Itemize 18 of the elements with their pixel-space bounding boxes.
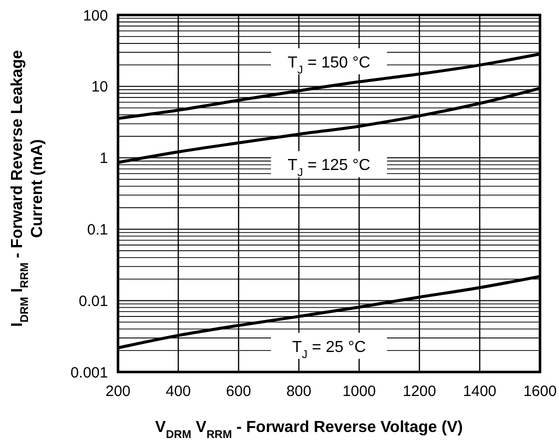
- x-axis-title: V$_{DRM}$ V$_{RRM}$ - Forward Reverse Voltage (V): [155, 419, 463, 441]
- x-tick-label: 1600: [523, 383, 557, 400]
- series-label: T$_{J}$ = 150 °C: [288, 54, 370, 76]
- y-tick-label: 1: [100, 150, 108, 168]
- x-tick-label: 1000: [342, 383, 376, 400]
- x-tick-label: 400: [166, 383, 191, 400]
- y-tick-label: 0.1: [87, 221, 108, 238]
- y-tick-label: 100: [82, 7, 108, 24]
- y-tick-label: 0.01: [78, 292, 108, 310]
- y-tick-label: 10: [91, 78, 108, 96]
- series-label: T$_{J}$ = 125 °C: [288, 157, 370, 180]
- x-tick-label: 200: [105, 383, 131, 400]
- series-label: T$_{J}$ = 25 °C: [292, 338, 366, 361]
- x-tick-label: 1200: [402, 383, 436, 400]
- x-tick-label: 600: [226, 383, 252, 400]
- x-tick-label: 800: [286, 383, 312, 400]
- x-tick-label: 1400: [463, 383, 496, 400]
- y-tick-label: 0.001: [70, 364, 108, 382]
